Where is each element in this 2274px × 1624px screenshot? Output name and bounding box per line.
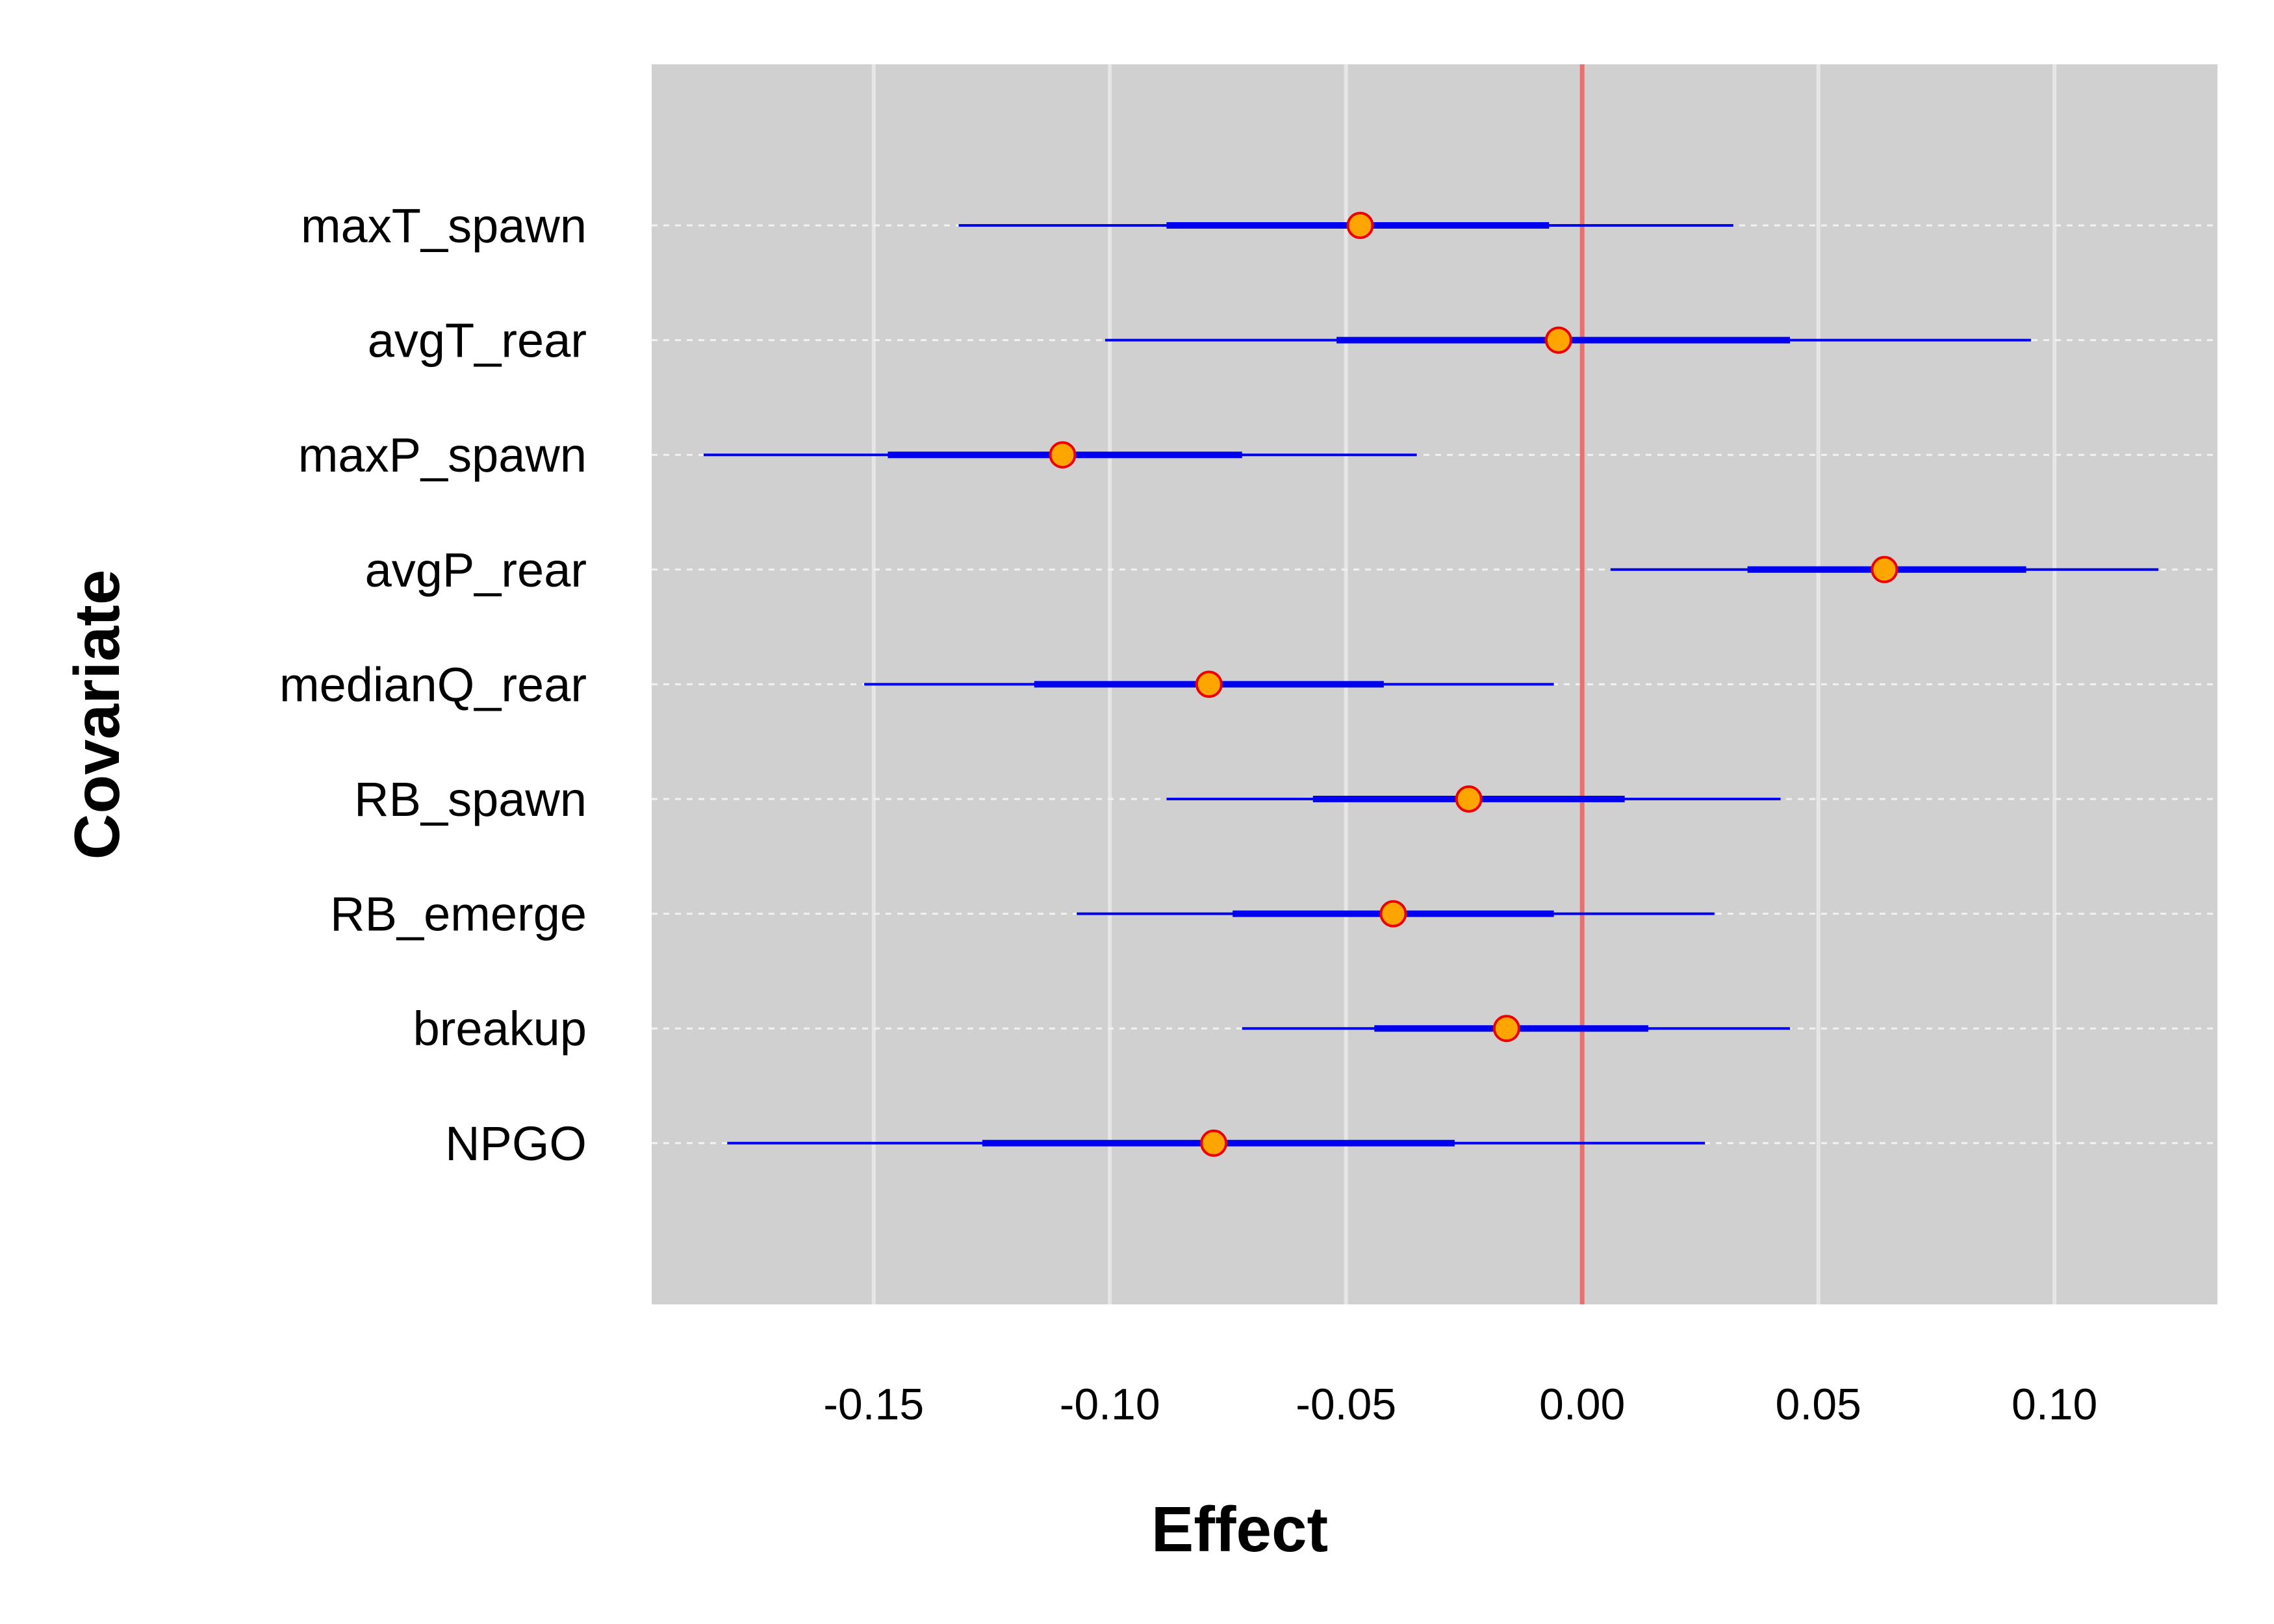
category-label-avgP_rear: avgP_rear [365,543,587,597]
point-estimate-RB_spawn [1455,785,1483,813]
category-label-medianQ_rear: medianQ_rear [279,657,587,711]
x-tick-label-3: 0.00 [1539,1380,1625,1429]
category-label-NPGO: NPGO [445,1117,587,1171]
points-group [1049,212,1898,1157]
point-estimate-RB_emerge [1379,900,1407,928]
point-estimate-breakup [1492,1015,1520,1043]
category-label-RB_spawn: RB_spawn [354,772,587,826]
x-tick-label-5: 0.10 [2012,1380,2097,1429]
point-estimate-maxP_spawn [1049,441,1077,469]
x-tick-label-0: -0.15 [823,1380,924,1429]
category-label-RB_emerge: RB_emerge [330,887,587,941]
y-axis-title: Covariate [61,570,133,860]
point-estimate-avgP_rear [1871,555,1898,583]
category-label-maxP_spawn: maxP_spawn [298,428,587,482]
category-label-avgT_rear: avgT_rear [368,314,587,368]
category-label-maxT_spawn: maxT_spawn [301,199,587,253]
x-axis-title: Effect [1151,1493,1328,1565]
point-estimate-avgT_rear [1544,326,1572,354]
point-estimate-maxT_spawn [1346,212,1374,239]
x-tick-labels: -0.15 -0.10 -0.05 0.00 0.05 0.10 [823,1380,2097,1429]
category-label-breakup: breakup [413,1002,587,1056]
x-tick-label-1: -0.10 [1060,1380,1160,1429]
point-estimate-NPGO [1200,1129,1228,1157]
x-tick-label-4: 0.05 [1776,1380,1861,1429]
point-estimate-medianQ_rear [1195,670,1223,698]
category-labels: maxT_spawn avgT_rear maxP_spawn avgP_rearme… [279,199,587,1171]
x-tick-label-2: -0.05 [1296,1380,1396,1429]
